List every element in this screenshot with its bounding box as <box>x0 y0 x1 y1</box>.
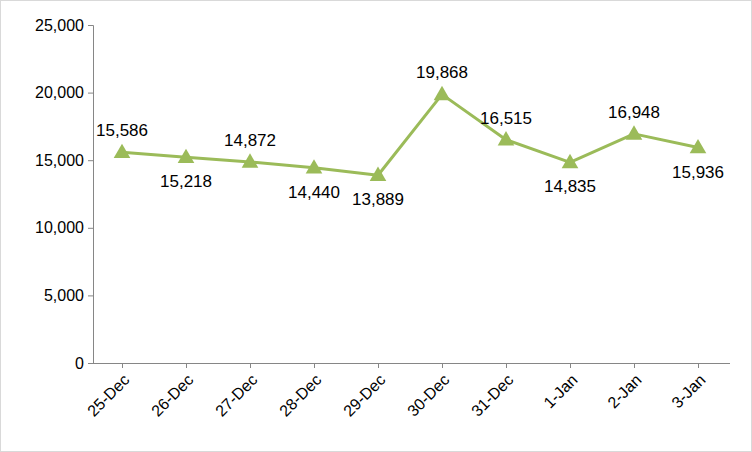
chart: 0 5,000 10,000 15,000 20,000 25,000 25-Dec 26-D… <box>0 0 752 452</box>
data-label: 19,868 <box>416 63 468 82</box>
x-tick-label: 29-Dec <box>340 371 388 419</box>
marker <box>178 149 195 163</box>
line <box>122 94 698 175</box>
data-label: 14,835 <box>544 177 596 196</box>
y-tick-mark <box>88 295 93 296</box>
x-tick: 31-Dec <box>468 363 516 420</box>
x-tick-mark <box>634 363 635 368</box>
marker <box>562 154 579 168</box>
y-tick-label: 5,000 <box>44 287 84 304</box>
data-label: 13,889 <box>352 190 404 209</box>
y-tick-label: 20,000 <box>35 84 84 101</box>
x-tick-label: 3-Jan <box>668 371 708 411</box>
marker <box>498 131 515 145</box>
marker <box>306 159 323 173</box>
data-label: 15,936 <box>672 163 724 182</box>
x-tick-label: 26-Dec <box>148 371 196 419</box>
y-tick-mark <box>88 363 93 364</box>
y-tick: 15,000 <box>35 152 93 169</box>
x-tick: 25-Dec <box>84 363 132 420</box>
x-tick-label: 25-Dec <box>84 371 132 419</box>
marker <box>114 144 131 158</box>
marker <box>690 139 707 153</box>
y-tick-label: 15,000 <box>35 152 84 169</box>
y-tick-mark <box>88 228 93 229</box>
x-tick: 30-Dec <box>404 363 452 420</box>
y-tick-label: 25,000 <box>35 17 84 34</box>
x-tick: 3-Jan <box>668 363 708 411</box>
x-axis: 25-Dec 26-Dec 27-Dec 28-Dec 29-Dec 30-Dec 31-D… <box>84 363 730 420</box>
x-tick-mark <box>186 363 187 368</box>
x-tick-mark <box>378 363 379 368</box>
x-tick-label: 1-Jan <box>540 371 580 411</box>
x-tick-label: 28-Dec <box>276 371 324 419</box>
y-tick-mark <box>88 160 93 161</box>
y-tick: 10,000 <box>35 219 93 236</box>
x-tick-mark <box>122 363 123 368</box>
data-label: 16,515 <box>480 109 532 128</box>
x-tick-label: 31-Dec <box>468 371 516 419</box>
plot-area <box>114 86 707 181</box>
marker <box>434 86 451 100</box>
x-tick-label: 30-Dec <box>404 371 452 419</box>
marker <box>626 125 643 139</box>
x-tick-label: 2-Jan <box>604 371 644 411</box>
x-tick: 2-Jan <box>604 363 644 411</box>
y-tick: 20,000 <box>35 84 93 101</box>
chart-border <box>1 1 752 452</box>
x-tick-mark <box>506 363 507 368</box>
y-axis: 0 5,000 10,000 15,000 20,000 25,000 <box>35 17 93 372</box>
x-tick: 27-Dec <box>212 363 260 420</box>
y-tick-mark <box>88 25 93 26</box>
y-tick-label: 10,000 <box>35 219 84 236</box>
x-tick-mark <box>570 363 571 368</box>
y-tick: 5,000 <box>44 287 93 304</box>
x-tick: 26-Dec <box>148 363 196 420</box>
data-label: 14,872 <box>224 131 276 150</box>
data-labels: 15,586 15,218 14,872 14,440 13,889 19,868 16,5… <box>96 63 724 209</box>
x-tick-mark <box>250 363 251 368</box>
data-label: 15,586 <box>96 121 148 140</box>
y-axis-line <box>88 26 94 364</box>
x-tick-mark <box>442 363 443 368</box>
y-tick-label: 0 <box>75 355 84 372</box>
x-tick-label: 27-Dec <box>212 371 260 419</box>
marker <box>242 153 259 167</box>
x-tick-mark <box>698 363 699 368</box>
y-tick: 25,000 <box>35 17 93 34</box>
x-tick: 28-Dec <box>276 363 324 420</box>
x-tick-mark <box>314 363 315 368</box>
y-tick-mark <box>88 93 93 94</box>
x-tick: 1-Jan <box>540 363 580 411</box>
data-label: 16,948 <box>608 103 660 122</box>
x-tick: 29-Dec <box>340 363 388 420</box>
y-tick: 0 <box>75 355 93 372</box>
marker <box>370 167 387 181</box>
data-label: 15,218 <box>160 172 212 191</box>
data-label: 14,440 <box>288 183 340 202</box>
